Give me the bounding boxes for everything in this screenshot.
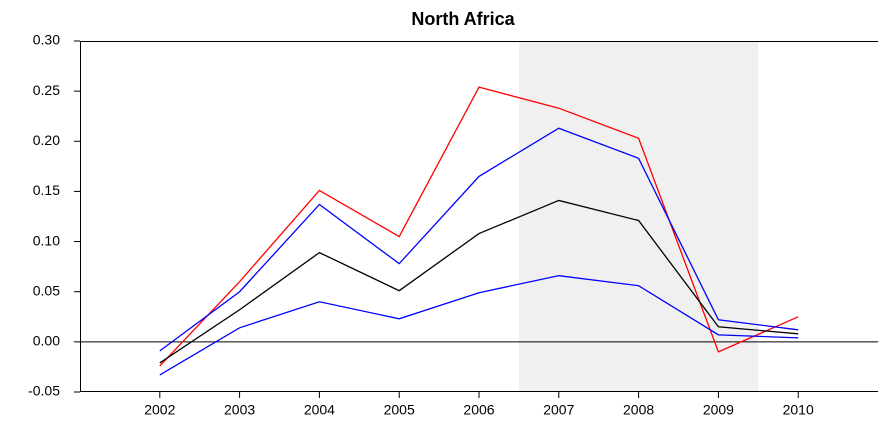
y-tick-label: 0.25 xyxy=(33,82,60,98)
series-line xyxy=(159,275,799,376)
y-tick-label: 0.05 xyxy=(33,282,60,298)
series-line xyxy=(159,86,799,367)
x-tick-label: 2005 xyxy=(384,402,415,418)
x-tick-label: 2002 xyxy=(144,402,175,418)
x-tick-label: 2008 xyxy=(623,402,654,418)
x-tick-label: 2004 xyxy=(304,402,335,418)
y-tick-label: 0.30 xyxy=(33,32,60,48)
series-line xyxy=(159,127,799,352)
y-tick-label: 0.20 xyxy=(33,132,60,148)
series-line xyxy=(159,199,799,364)
shaded-region xyxy=(518,41,759,392)
x-tick-label: 2009 xyxy=(703,402,734,418)
y-tick-label: -0.05 xyxy=(28,383,60,399)
x-tick-label: 2006 xyxy=(463,402,494,418)
y-tick-label: 0.10 xyxy=(33,232,60,248)
x-tick-label: 2010 xyxy=(783,402,814,418)
chart-title: North Africa xyxy=(411,9,515,29)
axis-frame xyxy=(80,41,878,392)
y-tick-label: 0.15 xyxy=(33,182,60,198)
x-tick-label: 2003 xyxy=(224,402,255,418)
x-tick-label: 2007 xyxy=(543,402,574,418)
y-tick-label: 0.00 xyxy=(33,333,60,349)
